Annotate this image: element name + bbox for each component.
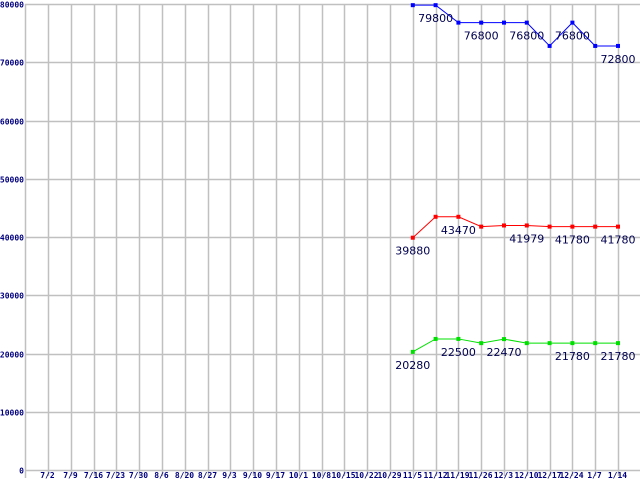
data-point-red: [502, 223, 506, 228]
data-point-green: [479, 341, 484, 346]
data-label-blue: 76800: [555, 30, 590, 43]
data-point-red: [410, 235, 415, 240]
x-tick-label: 9/17: [266, 471, 285, 480]
data-label-blue: 79800: [418, 12, 453, 25]
x-tick-label: 10/29: [377, 471, 401, 480]
data-point-red: [547, 224, 552, 229]
x-tick-label: 1/14: [608, 471, 627, 480]
data-point-green: [547, 341, 552, 346]
data-point-green: [616, 341, 620, 346]
x-tick-label: 1/7: [587, 471, 602, 480]
x-tick-label: 7/16: [84, 471, 103, 480]
y-tick-label: 0: [19, 467, 24, 476]
series-line-blue: [412, 4, 618, 47]
data-point-blue: [593, 43, 598, 48]
x-tick-label: 11/12: [423, 471, 447, 480]
x-tick-label: 10/8: [312, 471, 331, 480]
data-label-green: 22470: [487, 346, 522, 359]
data-label-green: 21780: [601, 350, 636, 363]
data-point-blue: [524, 20, 529, 25]
x-tick-label: 12/24: [559, 471, 583, 480]
x-tick-label: 8/20: [175, 471, 194, 480]
data-point-green: [456, 336, 461, 341]
data-point-blue: [410, 3, 415, 8]
x-tick-label: 12/17: [537, 471, 561, 480]
data-point-green: [410, 349, 415, 354]
data-label-red: 41780: [601, 234, 636, 247]
x-tick-label: 7/9: [63, 471, 78, 480]
x-tick-label: 8/27: [198, 471, 217, 480]
x-tick-label: 11/5: [403, 471, 422, 480]
x-tick-label: 11/19: [445, 471, 469, 480]
x-tick-label: 7/30: [129, 471, 148, 480]
data-label-blue: 72800: [601, 53, 636, 66]
y-tick-label: 60000: [0, 118, 24, 127]
y-tick-label: 80000: [0, 1, 24, 10]
data-point-blue: [479, 20, 484, 25]
data-label-blue: 76800: [509, 30, 544, 43]
data-point-red: [456, 214, 461, 219]
data-point-blue: [570, 20, 575, 25]
data-label-red: 41780: [555, 234, 590, 247]
y-tick-label: 10000: [0, 409, 24, 418]
y-tick-label: 50000: [0, 176, 24, 185]
data-label-green: 22500: [441, 346, 476, 359]
data-label-red: 41979: [509, 232, 544, 245]
x-tick-label: 9/10: [243, 471, 262, 480]
series-line-green: [412, 338, 618, 353]
data-point-blue: [433, 3, 438, 8]
x-tick-label: 8/6: [154, 471, 169, 480]
data-point-red: [593, 224, 598, 229]
data-point-red: [570, 224, 575, 229]
x-tick-label: 10/15: [331, 471, 355, 480]
data-label-blue: 76800: [464, 30, 499, 43]
x-tick-label: 7/23: [106, 471, 125, 480]
data-point-blue: [502, 20, 506, 25]
data-point-blue: [547, 43, 552, 48]
series-line-red: [412, 216, 618, 239]
y-tick-label: 40000: [0, 234, 24, 243]
data-point-green: [593, 341, 598, 346]
data-label-green: 20280: [395, 359, 430, 372]
data-label-green: 21780: [555, 350, 590, 363]
x-tick-label: 12/3: [494, 471, 513, 480]
data-point-red: [479, 224, 484, 229]
data-point-green: [524, 341, 529, 346]
data-point-green: [570, 341, 575, 346]
data-point-blue: [616, 43, 620, 48]
data-label-red: 39880: [395, 245, 430, 258]
data-label-red: 43470: [441, 224, 476, 237]
data-point-red: [524, 223, 529, 228]
data-point-red: [433, 214, 438, 219]
x-tick-label: 12/10: [514, 471, 538, 480]
data-point-green: [433, 336, 438, 341]
data-point-blue: [456, 20, 461, 25]
x-tick-label: 11/26: [468, 471, 492, 480]
x-tick-label: 10/22: [354, 471, 378, 480]
y-tick-label: 30000: [0, 292, 24, 301]
x-tick-label: 10/1: [289, 471, 308, 480]
x-tick-label: 9/3: [222, 471, 237, 480]
y-tick-label: 20000: [0, 351, 24, 360]
y-tick-label: 70000: [0, 59, 24, 68]
data-point-green: [502, 337, 506, 342]
data-point-red: [616, 224, 620, 229]
x-tick-label: 7/2: [40, 471, 55, 480]
